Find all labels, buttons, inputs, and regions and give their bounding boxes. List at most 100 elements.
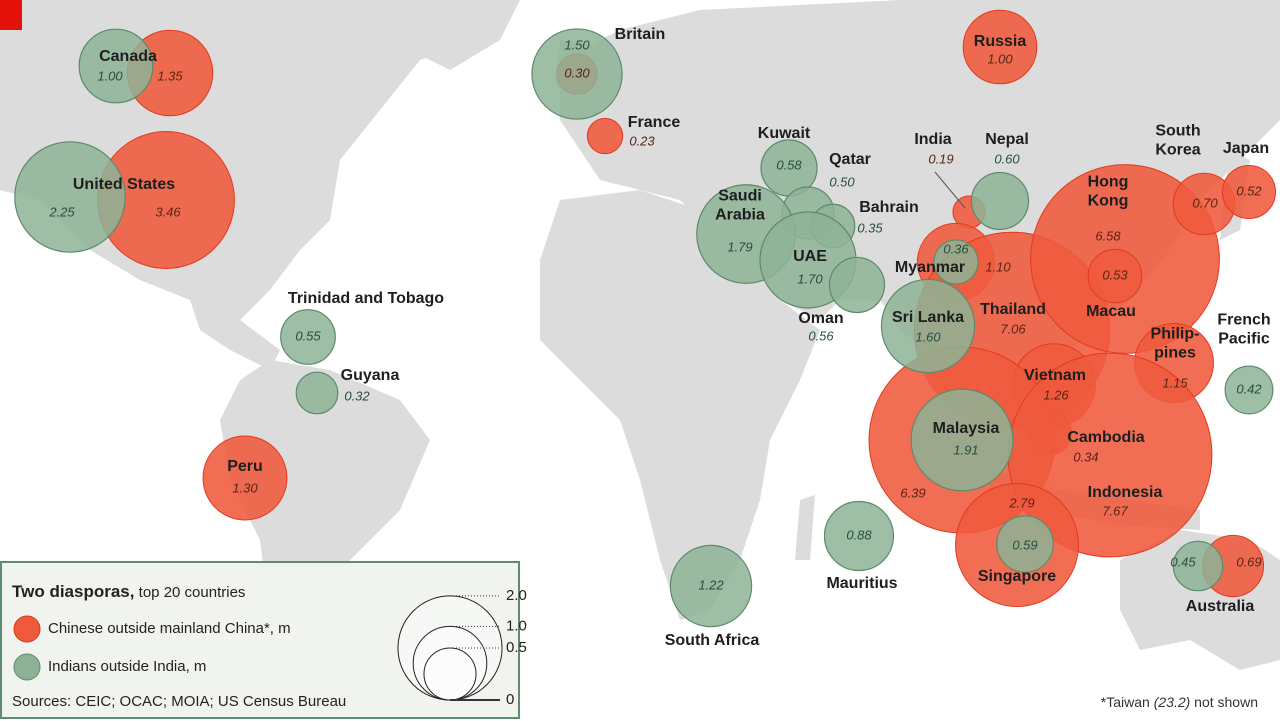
indian-value: 1.00: [97, 68, 123, 83]
chinese-value: 6.58: [1095, 228, 1121, 243]
place-name: United States: [73, 176, 175, 193]
place-name: Oman: [798, 310, 843, 327]
place-name: Kuwait: [758, 125, 811, 142]
place-name: India: [914, 131, 951, 148]
chinese-value: 1.10: [985, 259, 1011, 274]
place-name: Trinidad and Tobago: [288, 290, 444, 307]
place-name: UAE: [793, 248, 827, 265]
indian-value: 0.58: [776, 157, 802, 172]
place-name: Saudi: [718, 188, 762, 205]
legend-indian-swatch: [13, 653, 41, 681]
indian-value: 1.60: [915, 329, 941, 344]
indian-bubble: [78, 28, 154, 104]
indian-bubble: [280, 309, 336, 365]
indian-bubble: [14, 141, 126, 253]
place-name: French: [1217, 312, 1270, 329]
place-name: Singapore: [978, 568, 1056, 585]
indian-value: 1.91: [953, 442, 978, 457]
chinese-value: 1.00: [987, 51, 1013, 66]
indian-bubble: [880, 278, 976, 374]
chinese-value: 0.19: [928, 151, 953, 166]
footnote-prefix: *Taiwan: [1101, 694, 1150, 710]
chinese-bubble: [1087, 248, 1143, 304]
indian-value: 1.79: [727, 239, 752, 254]
chinese-value: 1.15: [1162, 375, 1188, 390]
place-name: Indonesia: [1088, 484, 1163, 501]
chinese-value: 6.39: [900, 485, 925, 500]
central-america: [190, 300, 280, 370]
footnote-value: (23.2): [1154, 694, 1191, 710]
place-name: Canada: [99, 48, 157, 65]
legend-subtitle: top 20 countries: [139, 584, 246, 601]
indian-bubble: [295, 371, 339, 415]
scale-circle: [423, 647, 477, 701]
size-scale: 2.0 1.0 0.5 0: [397, 587, 527, 708]
indian-bubble: [669, 544, 753, 628]
indian-bubble: [531, 28, 623, 120]
chinese-value: 1.30: [232, 480, 258, 495]
place-name: Kong: [1088, 193, 1129, 210]
indian-bubbles: [14, 28, 1274, 628]
chinese-bubble: [1221, 164, 1277, 220]
chinese-value: 0.52: [1236, 183, 1262, 198]
chinese-value: 7.06: [1000, 321, 1026, 336]
footnote: *Taiwan (23.2) not shown: [1101, 694, 1258, 710]
greenland: [380, 0, 520, 70]
place-name: Peru: [227, 458, 263, 475]
place-name: Macau: [1086, 303, 1136, 320]
legend-chinese-label: Chinese outside mainland China*, m: [48, 620, 291, 637]
legend-chinese-swatch: [13, 615, 41, 643]
place-name: Pacific: [1218, 331, 1270, 348]
indian-value: 0.55: [295, 328, 321, 343]
place-name: Korea: [1155, 142, 1200, 159]
chinese-bubble: [202, 435, 288, 521]
place-name: Philip-: [1151, 326, 1200, 343]
chinese-value: 0.23: [629, 133, 655, 148]
indian-value: 2.25: [48, 204, 75, 219]
place-name: Bahrain: [859, 199, 919, 216]
indian-value: 0.59: [1012, 537, 1037, 552]
footnote-suffix: not shown: [1194, 694, 1258, 710]
place-name: Hong: [1088, 174, 1129, 191]
indian-value: 0.88: [846, 527, 872, 542]
chinese-value: 0.30: [564, 65, 590, 80]
place-name: South Africa: [665, 632, 760, 649]
indian-value: 1.50: [564, 37, 590, 52]
indian-value: 1.70: [797, 271, 823, 286]
place-name: Qatar: [829, 151, 871, 168]
chinese-value: 0.53: [1102, 267, 1128, 282]
indian-bubble: [828, 256, 886, 314]
place-name: Russia: [974, 33, 1027, 50]
place-name: Australia: [1186, 598, 1255, 615]
place-name: pines: [1154, 345, 1196, 362]
chinese-bubble: [962, 9, 1038, 85]
indian-bubble: [996, 515, 1054, 573]
scale-label: 2.0: [506, 587, 527, 604]
place-name: Sri Lanka: [892, 309, 964, 326]
legend-title-bold: Two diasporas,: [12, 582, 135, 601]
legend-title: Two diasporas, top 20 countries: [12, 582, 245, 601]
chinese-value: 0.34: [1073, 449, 1098, 464]
indian-value: 0.50: [829, 174, 855, 189]
indian-value: 1.22: [698, 577, 724, 592]
brand-bar: [0, 0, 22, 30]
india-pointer: [934, 171, 966, 209]
indian-value: 0.36: [943, 241, 969, 256]
place-name: Mauritius: [826, 575, 897, 592]
place-name: Thailand: [980, 301, 1046, 318]
place-name: Malaysia: [933, 420, 1000, 437]
indian-bubble: [970, 171, 1030, 231]
indian-bubble: [823, 500, 895, 572]
chinese-value: 1.35: [157, 68, 183, 83]
chinese-value: 0.70: [1192, 195, 1218, 210]
indian-bubble: [1172, 540, 1224, 592]
legend-box: [0, 561, 520, 719]
chinese-bubble: [586, 117, 624, 155]
sources: Sources: CEIC; OCAC; MOIA; US Census Bur…: [12, 693, 346, 710]
indian-value: 0.32: [344, 388, 370, 403]
madagascar: [795, 495, 815, 560]
indian-value: 0.60: [994, 151, 1020, 166]
chinese-value: 0.69: [1236, 554, 1261, 569]
